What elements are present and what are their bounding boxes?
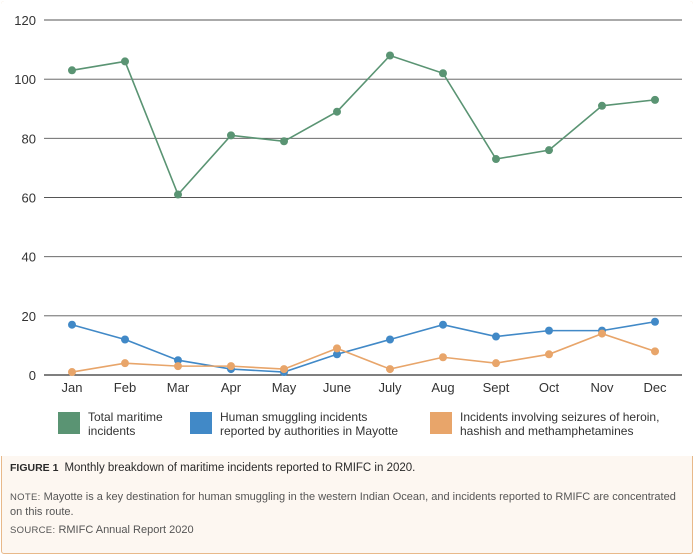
data-point: [227, 362, 235, 371]
data-point: [68, 320, 76, 329]
data-point: [280, 137, 288, 146]
x-tick-label: Sept: [483, 380, 510, 395]
data-point: [280, 365, 288, 374]
data-point: [492, 359, 500, 368]
data-point: [68, 66, 76, 75]
x-tick-label: Apr: [221, 380, 242, 395]
data-point: [439, 320, 447, 329]
x-tick-label: Dec: [643, 380, 667, 395]
x-tick-label: Feb: [114, 380, 136, 395]
data-point: [174, 356, 182, 365]
figure-note: NOTE: Mayotte is a key destination for h…: [10, 490, 686, 520]
y-tick-label: 100: [14, 72, 36, 87]
data-point: [651, 95, 659, 104]
figure-caption: FIGURE 1 Monthly breakdown of maritime in…: [10, 462, 686, 474]
data-point: [651, 317, 659, 326]
data-point: [386, 51, 394, 60]
data-point: [651, 347, 659, 356]
data-point: [545, 350, 553, 359]
y-tick-label: 20: [22, 309, 36, 324]
series-line: [71, 320, 656, 373]
x-tick-label: Oct: [539, 380, 560, 395]
figure-label: FIGURE 1: [10, 462, 59, 474]
data-point: [174, 190, 182, 199]
data-point: [121, 57, 129, 66]
data-point: [598, 101, 606, 110]
figure-source: SOURCE: RMIFC Annual Report 2020: [10, 524, 686, 536]
data-point: [121, 335, 129, 344]
y-tick-label: 80: [22, 131, 36, 146]
y-tick-label: 40: [22, 250, 36, 265]
data-point: [439, 353, 447, 362]
legend-swatch: [58, 412, 80, 434]
data-point: [439, 69, 447, 78]
source-label: SOURCE:: [10, 525, 56, 536]
data-point: [386, 335, 394, 344]
data-point: [333, 350, 341, 359]
x-tick-label: Aug: [431, 380, 454, 395]
legend-label: Human smuggling incidents: [220, 410, 367, 424]
legend-label: incidents: [88, 424, 135, 438]
data-point: [386, 365, 394, 374]
legend-swatch: [430, 412, 452, 434]
data-point: [492, 155, 500, 164]
data-point: [545, 326, 553, 335]
legend-label: hashish and methamphetamines: [460, 424, 633, 438]
x-tick-label: Nov: [590, 380, 614, 395]
figure-title: Monthly breakdown of maritime incidents …: [64, 462, 416, 474]
legend-item-3: Incidents involving seizures of heroin,h…: [430, 410, 659, 438]
data-point: [174, 362, 182, 371]
series-1: [68, 51, 659, 199]
series-3: [68, 329, 659, 377]
x-tick-label: June: [323, 380, 351, 395]
data-point: [68, 368, 76, 377]
x-tick-label: July: [378, 380, 402, 395]
x-axis-ticks: Jan Feb Mar Apr May June July Aug Sept Oct Nov Dec: [62, 380, 668, 395]
chart-panel: [1, 1, 693, 456]
legend-label: Incidents involving seizures of heroin,: [460, 410, 659, 424]
x-tick-label: Jan: [62, 380, 83, 395]
grid-lines: [44, 19, 682, 376]
data-point: [545, 146, 553, 155]
data-point: [333, 107, 341, 116]
legend-swatch: [190, 412, 212, 434]
legend-label: reported by authorities in Mayotte: [220, 424, 398, 438]
line-chart: 0 20 40 60 80 100 120 Jan Feb Mar Apr May June July A…: [14, 13, 682, 438]
y-tick-label: 0: [29, 368, 36, 383]
x-tick-label: Mar: [167, 380, 190, 395]
data-point: [121, 359, 129, 368]
series-line: [71, 332, 656, 373]
source-text: RMIFC Annual Report 2020: [58, 524, 194, 536]
y-tick-label: 120: [14, 13, 36, 28]
legend-label: Total maritime: [88, 410, 163, 424]
data-point: [492, 332, 500, 341]
series-lines: [68, 51, 659, 377]
series-2: [68, 317, 659, 377]
note-text: Mayotte is a key destination for human s…: [10, 491, 676, 518]
note-label: NOTE:: [10, 492, 41, 503]
x-tick-label: May: [272, 380, 297, 395]
y-tick-label: 60: [22, 191, 36, 206]
series-line: [71, 54, 656, 197]
data-point: [598, 329, 606, 338]
y-axis-ticks: 0 20 40 60 80 100 120: [14, 13, 36, 383]
data-point: [227, 131, 235, 140]
data-point: [333, 344, 341, 353]
